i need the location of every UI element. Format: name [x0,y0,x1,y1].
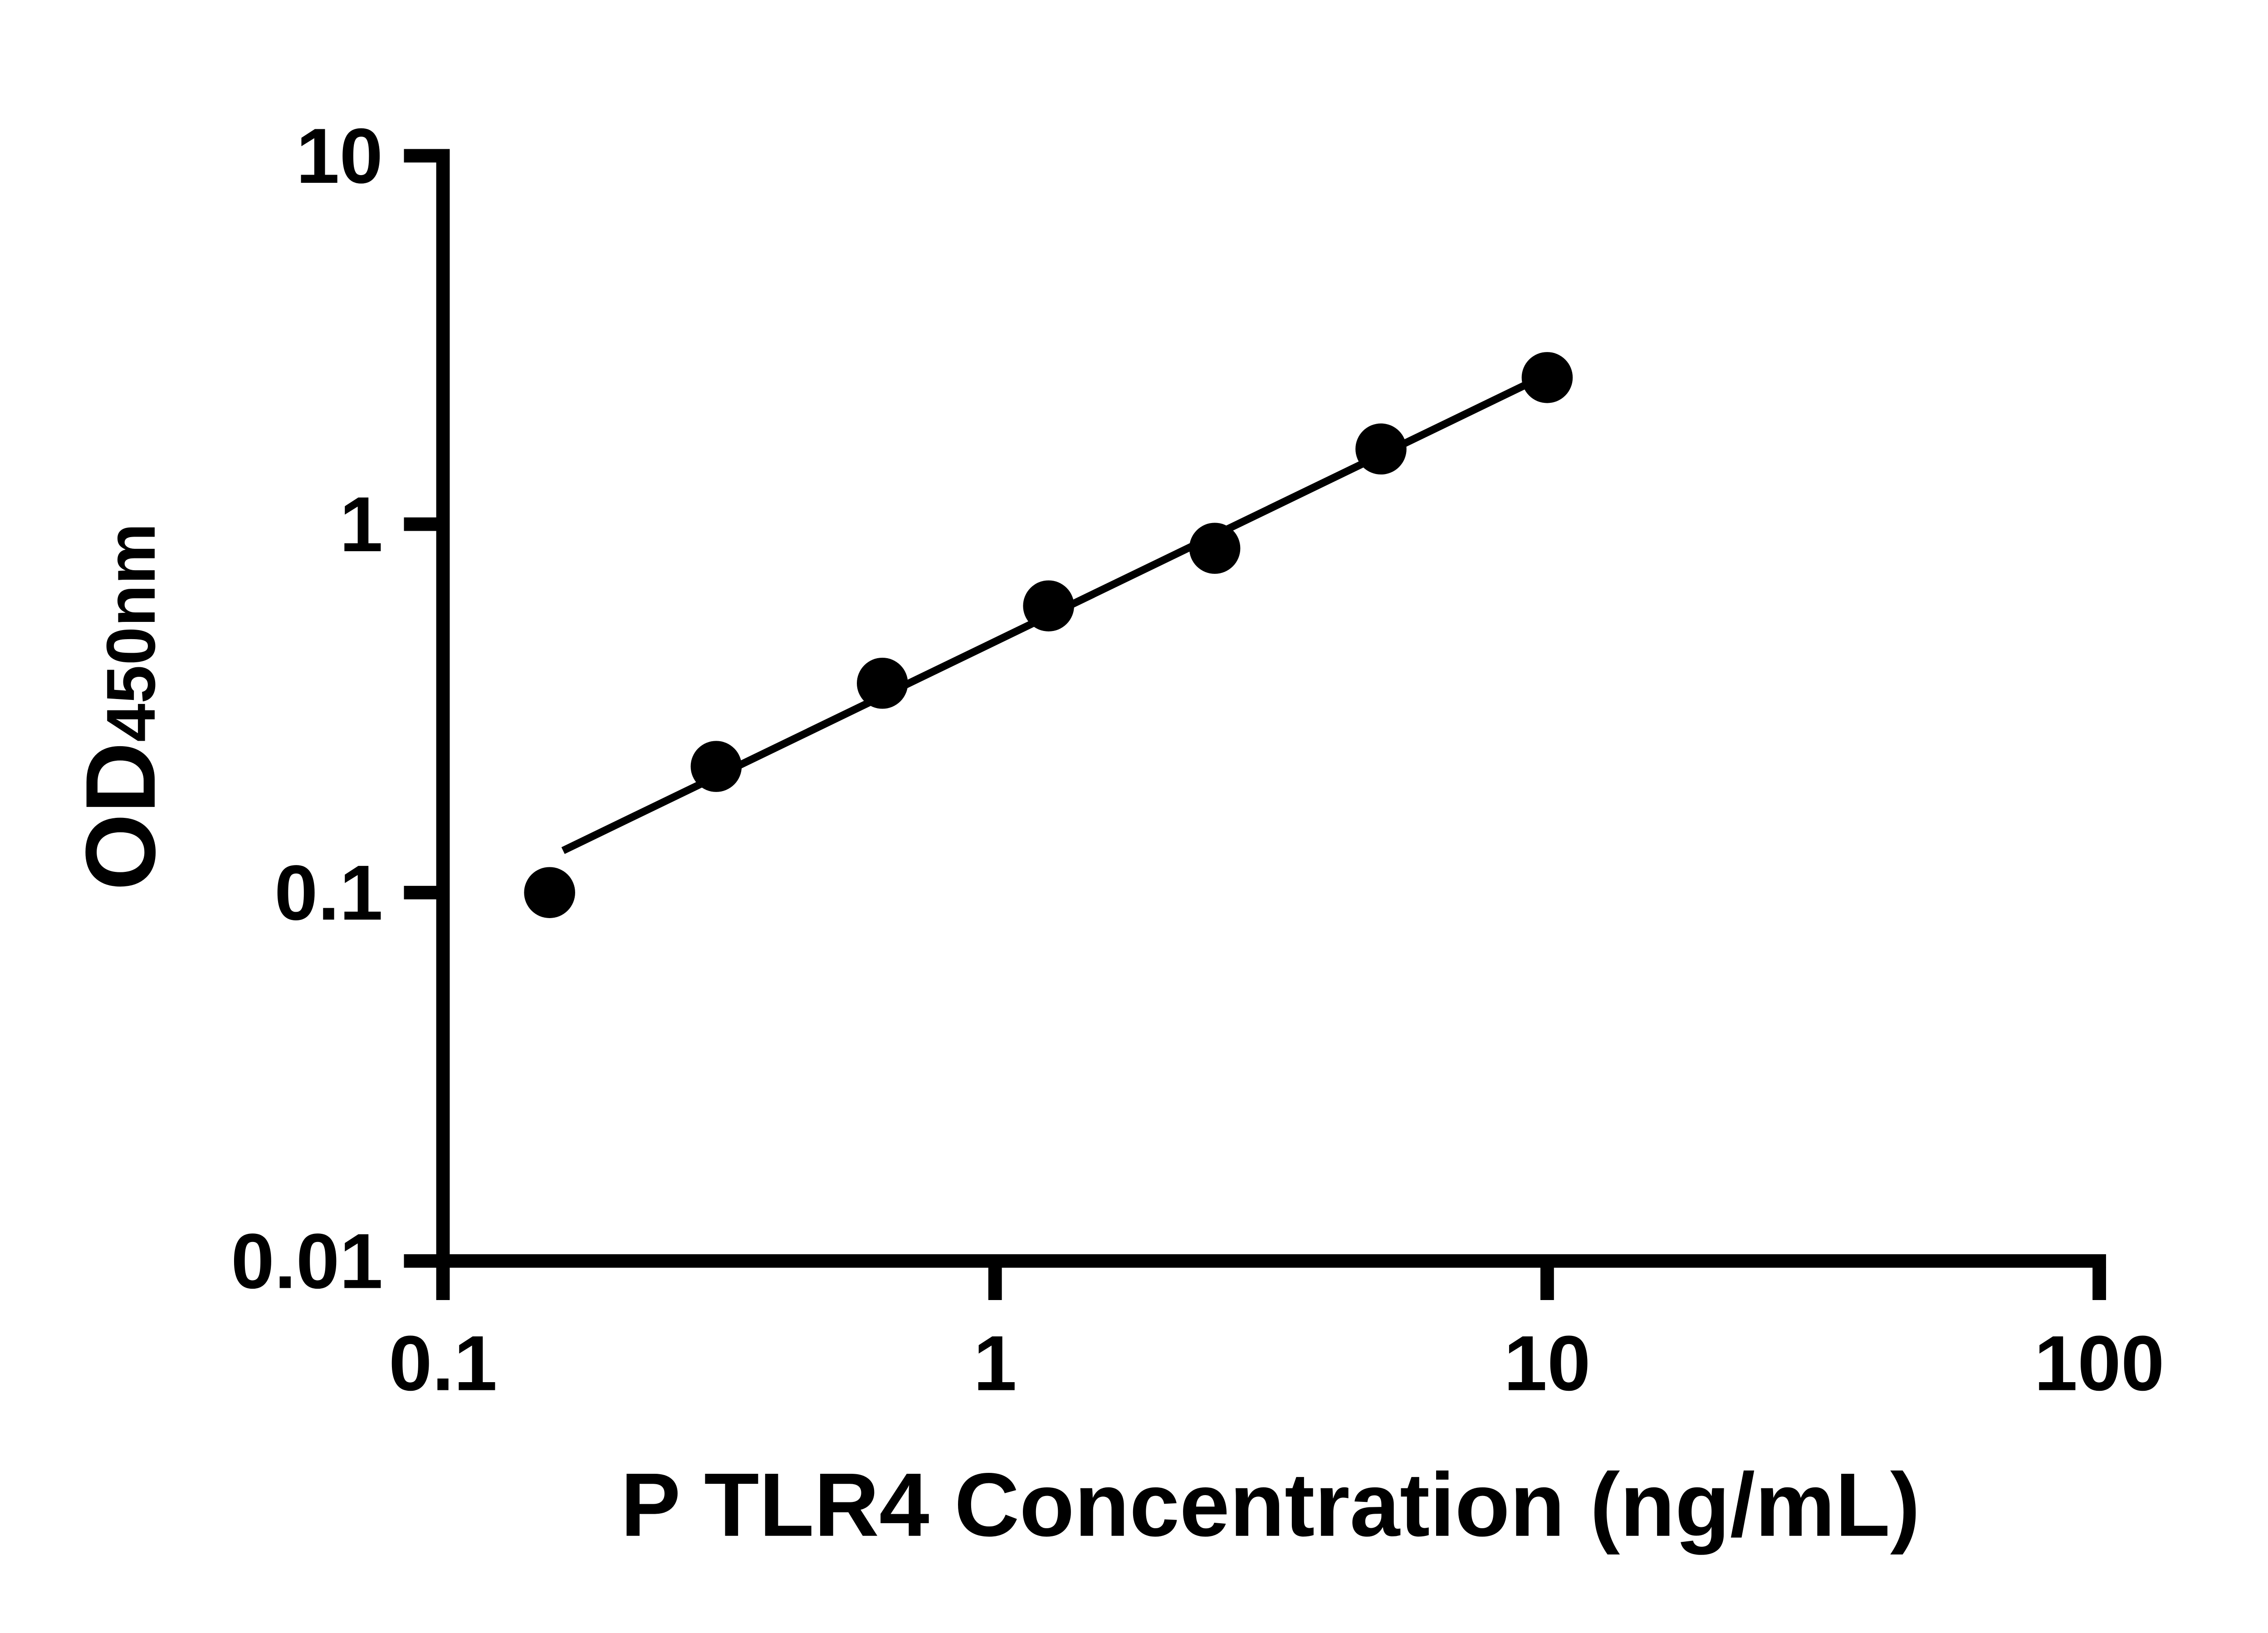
data-point [1023,580,1074,632]
y-tick-label: 1 [339,481,383,568]
y-tick-label: 0.1 [274,849,383,936]
data-point [690,741,742,792]
data-point [524,867,575,919]
y-axis-label-main: OD [65,742,176,891]
x-axis-label: P TLR4 Concentration (ng/mL) [621,1455,1920,1555]
x-tick-label: 10 [1504,1320,1590,1407]
y-tick-label: 10 [296,112,383,200]
x-tick-label: 1 [973,1320,1017,1407]
data-point [857,657,908,709]
y-axis-label: OD450nm [65,523,176,890]
y-axis-label-sub: 450nm [93,523,170,742]
y-tick-label: 0.01 [231,1217,383,1305]
data-point [1355,423,1407,475]
x-tick-label: 100 [2034,1320,2164,1407]
x-tick-label: 0.1 [389,1320,497,1407]
data-point [1189,523,1241,574]
data-point [1521,352,1573,403]
